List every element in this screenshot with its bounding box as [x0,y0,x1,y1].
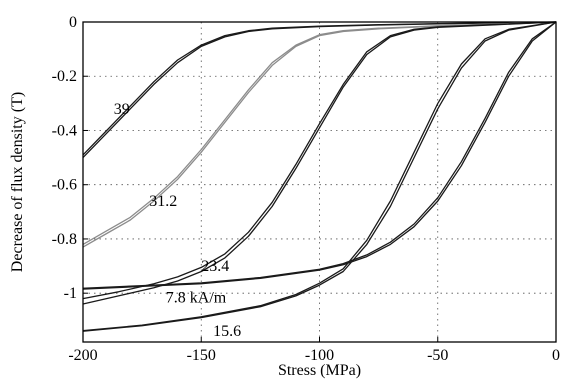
series-label: 39 [114,101,130,118]
y-tick-label: -0.6 [52,177,77,194]
series-line-4-branch-1 [82,21,557,332]
y-tick-label: -0.2 [52,68,77,85]
series-label: 7.8 kA/m [166,289,227,306]
grid [82,21,557,342]
series-label: 23.4 [201,258,229,275]
x-tick-label: -200 [68,347,97,364]
series-label: 15.6 [213,323,241,340]
y-axis-title: Decrease of flux density (T) [9,92,26,272]
series-label: 31.2 [149,193,177,210]
series-line-3-branch-1 [82,21,557,289]
y-tick-label: 0 [69,14,77,31]
series-line-1-branch-1 [82,21,557,245]
x-tick-label: -100 [305,347,334,364]
series-line-0-branch-0 [82,21,557,159]
axis-ticks: -200 -150 -100 -50 0 0 -0.2 -0.4 -0.6 -0.8 -1 [52,14,560,364]
series-line-2-branch-1 [82,21,557,300]
series-group [82,21,557,332]
series-line-0-branch-1 [82,21,557,156]
y-tick-label: -1 [64,285,77,302]
series-line-3-branch-0 [82,21,557,290]
series-labels: 39 31.2 23.4 7.8 kA/m 15.6 [114,101,241,340]
x-tick-label: -150 [187,347,216,364]
series-line-2-branch-0 [82,21,557,305]
x-tick-label: 0 [552,347,560,364]
x-tick-label: -50 [427,347,448,364]
series-line-4-branch-0 [82,21,557,332]
y-tick-label: -0.4 [52,122,77,139]
y-tick-label: -0.8 [52,231,77,248]
x-axis-title: Stress (MPa) [278,362,361,379]
